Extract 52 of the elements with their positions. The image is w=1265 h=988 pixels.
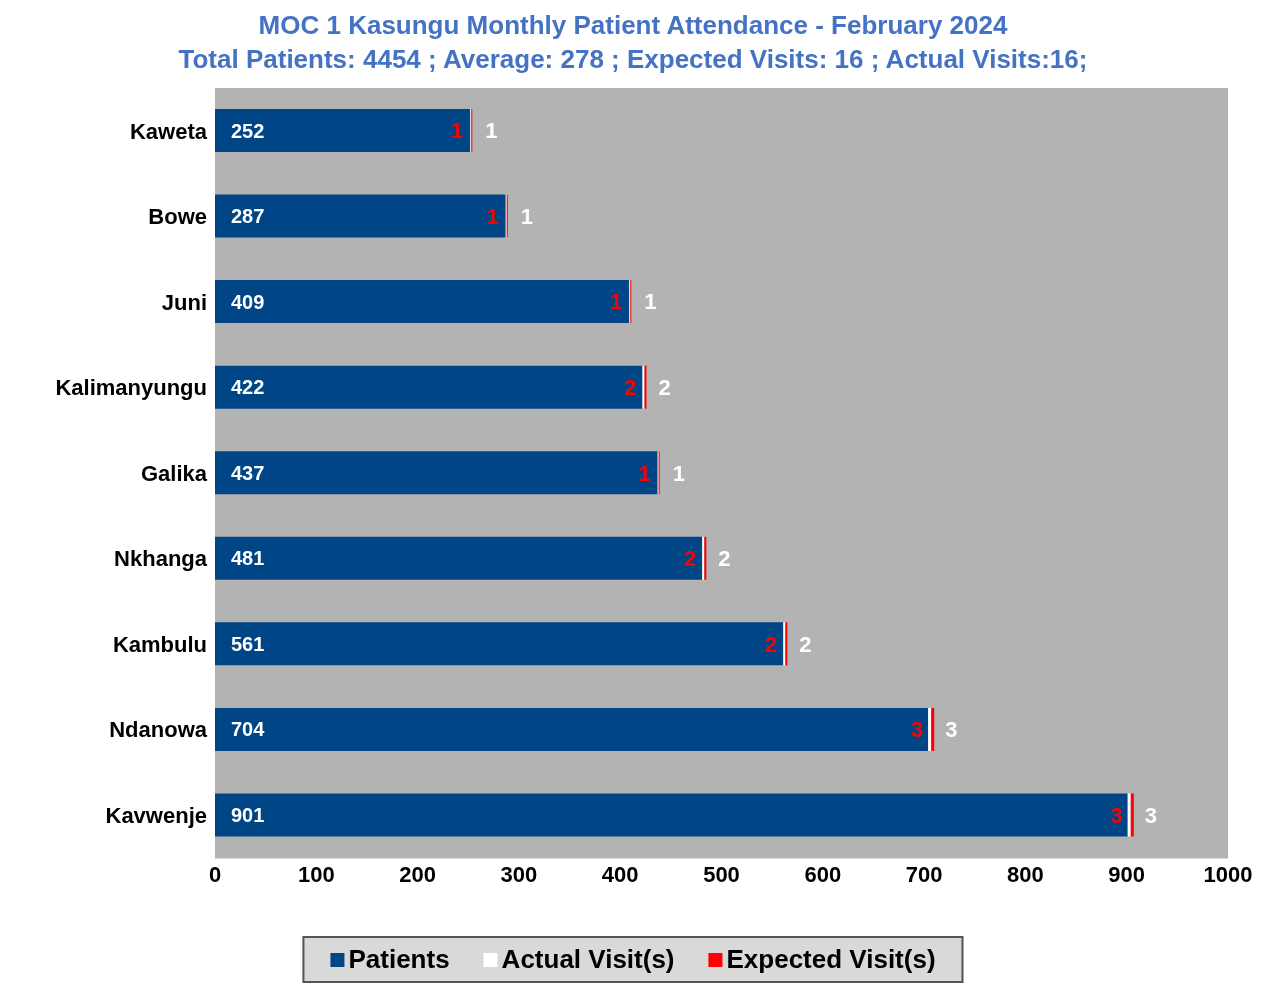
y-tick-label: Kavwenje — [105, 803, 207, 829]
y-tick-label: Ndanowa — [109, 717, 208, 743]
x-tick-label: 600 — [804, 861, 842, 887]
data-label: 3 — [945, 717, 958, 743]
data-label: 2 — [799, 631, 812, 657]
x-tick-label: 100 — [297, 861, 335, 887]
x-tick-label: 800 — [1007, 861, 1044, 887]
data-label: 3 — [910, 717, 924, 743]
data-label: 481 — [231, 547, 265, 570]
data-label: 704 — [231, 718, 266, 741]
data-label: 3 — [1110, 802, 1123, 828]
data-label: 2 — [765, 631, 778, 657]
data-label: 1 — [451, 118, 464, 144]
data-label: 1 — [485, 118, 498, 144]
data-label: 1 — [520, 203, 533, 229]
legend-label: Patients — [347, 944, 450, 975]
data-label: 1 — [638, 460, 651, 486]
legend-label: Actual Visit(s) — [500, 944, 675, 975]
data-label: 2 — [624, 374, 637, 400]
x-tick-label: 700 — [905, 861, 943, 887]
data-label: 1 — [486, 203, 499, 229]
data-label: 3 — [1144, 802, 1157, 828]
data-label: 2 — [684, 546, 697, 572]
chart-title: MOC 1 Kasungu Monthly Patient Attendance - February 2024 — [257, 9, 1009, 42]
x-tick-label: 1000 — [1203, 861, 1253, 887]
data-label: 2 — [658, 374, 671, 400]
data-label: 1 — [610, 289, 623, 315]
x-tick-label: 0 — [208, 861, 222, 887]
y-tick-label: Bowe — [148, 204, 207, 230]
y-tick-label: Kalimanyungu — [55, 375, 207, 401]
data-label: 2 — [718, 546, 731, 572]
data-label: 422 — [231, 376, 265, 399]
x-tick-label: 200 — [399, 861, 436, 887]
y-tick-label: Galika — [140, 460, 208, 486]
data-label: 561 — [231, 632, 265, 655]
chart-subtitle: Total Patients: 4454 ; Average: 278 ; Expected Visits: 16 ; Actual Visits:16; — [177, 43, 1089, 76]
data-label: 287 — [231, 205, 265, 228]
x-tick-label: 300 — [500, 861, 538, 887]
data-label: 437 — [231, 461, 265, 484]
data-label: 1 — [644, 289, 657, 315]
data-label: 901 — [231, 804, 265, 827]
data-label: 409 — [231, 290, 265, 313]
x-tick-label: 400 — [601, 861, 639, 887]
x-tick-label: 500 — [703, 861, 740, 887]
data-label: 252 — [231, 119, 265, 142]
legend-label: Expected Visit(s) — [725, 944, 936, 975]
y-tick-label: Kaweta — [129, 118, 208, 144]
y-tick-label: Nkhanga — [114, 546, 208, 572]
x-tick-label: 900 — [1108, 861, 1146, 887]
y-tick-label: Kambulu — [112, 631, 207, 657]
data-label: 1 — [672, 460, 685, 486]
y-tick-label: Juni — [161, 289, 207, 315]
